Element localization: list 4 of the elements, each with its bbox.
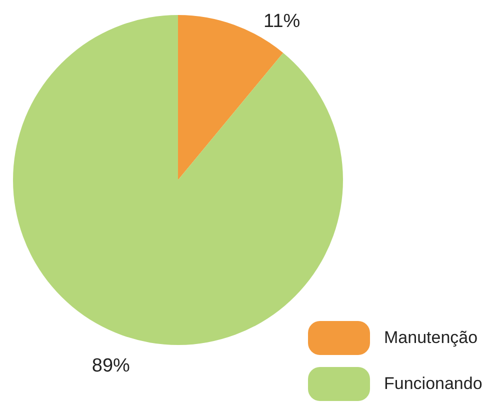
legend-label: Funcionando (384, 374, 482, 394)
data-label: 89% (92, 356, 130, 377)
legend-label: Manutenção (384, 328, 478, 348)
data-label: 11% (264, 11, 300, 32)
